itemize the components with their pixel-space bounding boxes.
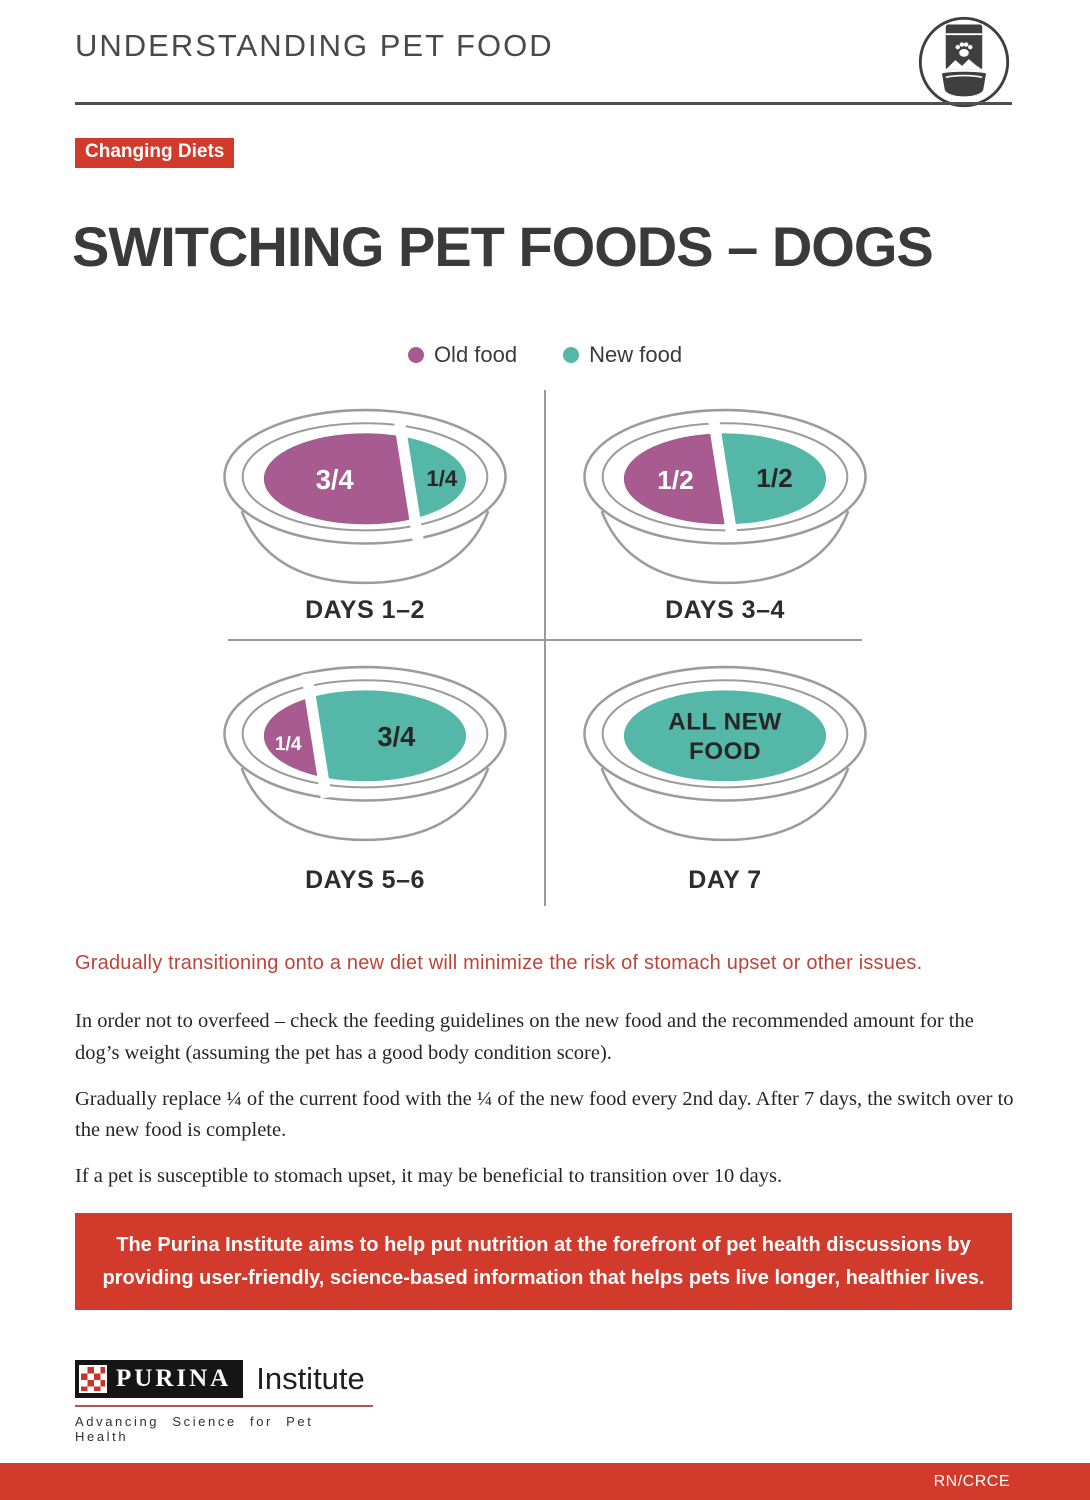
body-copy: In order not to overfeed – check the fee… (75, 1006, 1020, 1207)
grid-divider-horizontal (228, 639, 862, 641)
footer-bar: RN/CRCE (0, 1463, 1090, 1500)
bowl-days-5-6: 1/4 3/4 (223, 665, 507, 842)
old-food-dot-icon (407, 347, 424, 363)
bowl-label: DAY 7 (688, 866, 762, 894)
lead-sentence: Gradually transitioning onto a new diet … (75, 952, 923, 974)
grid-divider-vertical (544, 390, 546, 906)
old-fraction-label: 3/4 (316, 464, 355, 495)
bowl-label: DAYS 5–6 (305, 866, 425, 894)
header-divider (75, 102, 1012, 105)
purina-institute-logo: PURINA Institute Advancing Science for P… (75, 1360, 375, 1444)
paw-print-icon (955, 42, 973, 57)
logo-tagline: Advancing Science for Pet Health (75, 1414, 314, 1444)
old-fraction-label: 1/4 (275, 734, 302, 755)
old-fraction-label: 1/2 (657, 465, 694, 495)
legend-item-old-food: Old food (407, 342, 518, 368)
banner-line-2: providing user-friendly, science-based i… (102, 1266, 985, 1289)
purina-wordmark: PURINA (75, 1360, 244, 1398)
paragraph-replace-quarter: Gradually replace ¼ of the current food … (75, 1087, 1014, 1142)
pet-food-bag-bowl-icon (918, 16, 1010, 108)
legend: Old food New food (0, 342, 1090, 368)
new-fraction-label: 3/4 (377, 721, 416, 752)
bowl-days-3-4: 1/2 1/2 (583, 408, 867, 585)
footer-code: RN/CRCE (933, 1473, 1010, 1490)
new-fraction-label: 1/4 (426, 466, 458, 491)
new-fraction-label: 1/2 (756, 463, 793, 493)
all-new-food-label-line1: ALL NEW (668, 709, 782, 736)
all-new-food-label-line2: FOOD (689, 738, 761, 765)
bowl-label: DAYS 1–2 (305, 596, 425, 624)
institute-text: Institute (256, 1361, 365, 1396)
legend-item-new-food: New food (563, 342, 682, 368)
purina-checkerboard-icon (79, 1365, 107, 1393)
bowl-day-7: ALL NEW FOOD (583, 665, 867, 842)
legend-label-old-food: Old food (433, 342, 518, 367)
new-food-segment (623, 690, 827, 782)
bowl-label: DAYS 3–4 (665, 596, 785, 624)
changing-diets-badge: Changing Diets (75, 138, 235, 168)
logo-divider (75, 1405, 373, 1407)
paragraph-overfeed: In order not to overfeed – check the fee… (75, 1010, 974, 1064)
legend-label-new-food: New food (589, 342, 683, 367)
page-header-title: UNDERSTANDING PET FOOD (75, 28, 554, 63)
purina-brand-text: PURINA (116, 1365, 232, 1392)
new-food-dot-icon (563, 347, 580, 363)
page-title: SWITCHING PET FOODS – DOGS (72, 215, 934, 278)
bowl-days-1-2: 3/4 1/4 (223, 408, 507, 585)
paragraph-stomach-upset: If a pet is susceptible to stomach upset… (75, 1165, 783, 1188)
purina-institute-banner: The Purina Institute aims to help put nu… (75, 1213, 1012, 1310)
banner-line-1: The Purina Institute aims to help put nu… (116, 1234, 971, 1257)
